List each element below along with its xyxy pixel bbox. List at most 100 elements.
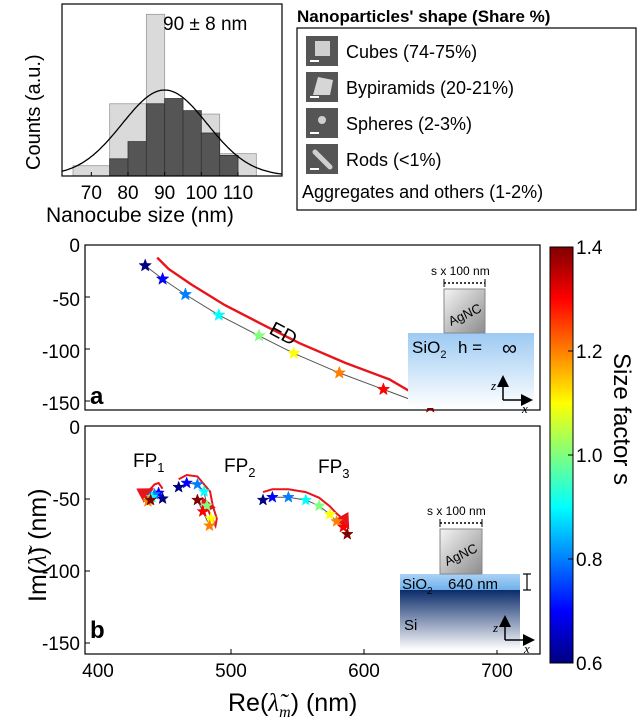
histogram-y-label: Counts (a.u.) bbox=[23, 54, 45, 170]
y-tick-a-50: -50 bbox=[53, 290, 80, 311]
panel-b-frame bbox=[84, 425, 541, 655]
inset-b-si-label: Si bbox=[404, 617, 417, 634]
fp1-marker bbox=[156, 492, 169, 505]
fp3-arrow bbox=[262, 488, 350, 530]
panel-a: ED a 0 -50 -100 -150 AgNC s x 100 nm SiO… bbox=[42, 236, 541, 416]
histogram-bar-dark bbox=[127, 141, 147, 177]
shape-item-bipyramids: Bypiramids (20-21%) bbox=[346, 78, 514, 98]
gaussian-fit-curve bbox=[61, 89, 283, 175]
fp2-marker bbox=[197, 484, 211, 497]
ed-marker bbox=[376, 382, 391, 396]
inset-b-sio2: SiO2 bbox=[402, 576, 433, 597]
y-tick-a-100: -100 bbox=[42, 342, 80, 363]
ed-marker bbox=[178, 287, 193, 301]
ed-marker bbox=[286, 346, 301, 360]
inset-b-agnc bbox=[439, 528, 483, 575]
shape-legend-footer: Aggregates and others (1-2%) bbox=[302, 182, 543, 202]
y-tick-b-150: -150 bbox=[42, 634, 80, 655]
shape-item-rods: Rods (<1%) bbox=[346, 150, 442, 170]
colorbar-tick-label: 1.2 bbox=[576, 342, 602, 363]
histogram-x-tick-label: 100 bbox=[185, 183, 217, 204]
histogram-frame bbox=[61, 3, 283, 177]
shape-item-cubes: Cubes (74-75%) bbox=[346, 42, 477, 62]
fp2-marker bbox=[196, 504, 210, 517]
shape-legend-box bbox=[296, 27, 637, 211]
fp3-marker bbox=[340, 527, 354, 540]
fp3-marker bbox=[299, 493, 313, 506]
fp2-marker bbox=[203, 519, 216, 532]
fp3-label: FP3 bbox=[318, 457, 350, 481]
ed-marker bbox=[332, 365, 347, 379]
panel-a-letter: a bbox=[90, 383, 104, 410]
fp2-label: FP2 bbox=[224, 456, 256, 480]
main-y-label: Im(λ̃) (nm) bbox=[24, 488, 52, 602]
ed-arrow bbox=[156, 256, 431, 404]
histogram-bar-dark bbox=[164, 98, 184, 177]
histogram-annotation: 90 ± 8 nm bbox=[163, 14, 247, 35]
colorbar-label: Size factor s bbox=[608, 353, 635, 485]
inset-b-scale-label: s x 100 nm bbox=[427, 504, 486, 518]
ed-marker bbox=[211, 307, 226, 321]
panel-b-letter: b bbox=[90, 617, 105, 644]
histogram-bar-dark bbox=[200, 132, 221, 177]
fp2-marker bbox=[191, 477, 204, 490]
histogram-x-ticks: 70 80 90 100 110 bbox=[81, 172, 253, 204]
fp1-label: FP1 bbox=[133, 451, 165, 475]
shape-item-spheres: Spheres (2-3%) bbox=[346, 114, 472, 134]
colorbar-tick-label: 1.4 bbox=[576, 238, 603, 259]
histogram-bar-dark bbox=[145, 103, 166, 177]
inset-a-z-label: z bbox=[490, 378, 496, 393]
fp2-marker bbox=[200, 499, 214, 512]
ed-label: ED bbox=[266, 318, 301, 350]
histogram-x-tick-label: 80 bbox=[117, 183, 138, 204]
ed-marker bbox=[138, 258, 153, 272]
colorbar: 1.4 1.2 1.0 0.8 0.6 Size factor s bbox=[549, 238, 635, 675]
shape-legend-title: Nanoparticles' shape (Share %) bbox=[297, 7, 550, 26]
sphere-thumbnail bbox=[306, 108, 338, 138]
inset-a-h-value: ∞ bbox=[502, 337, 517, 360]
panel-a-frame bbox=[84, 244, 541, 411]
histogram-dark-bars bbox=[109, 98, 239, 177]
colorbar-ticks: 1.4 1.2 1.0 0.8 0.6 bbox=[568, 238, 603, 675]
colorbar-tick-label: 0.6 bbox=[576, 654, 602, 675]
histogram-bar-dark bbox=[109, 158, 129, 177]
histogram-x-tick-label: 110 bbox=[223, 183, 253, 204]
fp3-marker bbox=[256, 493, 270, 506]
y-tick-a-150: -150 bbox=[42, 394, 80, 415]
inset-a-scale-label: s x 100 nm bbox=[431, 264, 490, 278]
fp2-marker bbox=[191, 493, 204, 506]
panel-b: FP1 FP2 FP3 b 0 -50 -100 -150 400 500 60… bbox=[42, 418, 541, 682]
inset-b-x-label: x bbox=[523, 641, 530, 656]
inset-b-z-label: z bbox=[492, 620, 498, 635]
size-histogram: 70 80 90 100 110 90 ± 8 nm Nanocube size (nm… bbox=[23, 3, 283, 227]
inset-a-substrate bbox=[408, 333, 534, 408]
cube-thumbnail bbox=[306, 36, 338, 66]
fp3-marker bbox=[336, 520, 350, 533]
fp2-marker bbox=[180, 476, 194, 489]
inset-b-schematic: AgNC s x 100 nm SiO2 640 nm Si z x bbox=[400, 504, 535, 656]
histogram-x-tick-label: 90 bbox=[154, 183, 175, 204]
fp3-marker bbox=[330, 514, 343, 527]
histogram-bar-dark bbox=[182, 110, 202, 177]
x-tick-500: 500 bbox=[215, 661, 247, 682]
x-tick-400: 400 bbox=[82, 661, 114, 682]
colorbar-tick-label: 1.0 bbox=[576, 446, 602, 467]
inset-a-h-label: h = bbox=[458, 338, 482, 357]
rod-thumbnail bbox=[306, 144, 338, 174]
main-x-label: Re(λ̃m) (nm) bbox=[228, 689, 357, 721]
y-tick-a-0: 0 bbox=[69, 236, 80, 257]
y-tick-b-100: -100 bbox=[42, 562, 80, 583]
inset-a-x-label: x bbox=[521, 401, 528, 416]
y-tick-b-0: 0 bbox=[69, 418, 80, 439]
x-tick-600: 600 bbox=[348, 661, 380, 682]
inset-a-schematic: AgNC s x 100 nm SiO2 h = ∞ z x bbox=[408, 264, 534, 416]
x-tick-700: 700 bbox=[481, 661, 513, 682]
inset-a-sio2: SiO2 bbox=[412, 338, 446, 361]
bipyramid-thumbnail bbox=[306, 72, 338, 102]
ed-marker bbox=[155, 271, 170, 285]
inset-a-agnc bbox=[443, 288, 486, 334]
fp3-marker bbox=[323, 507, 337, 520]
ed-marker bbox=[252, 328, 266, 342]
inset-b-sio2-layer bbox=[400, 574, 520, 590]
